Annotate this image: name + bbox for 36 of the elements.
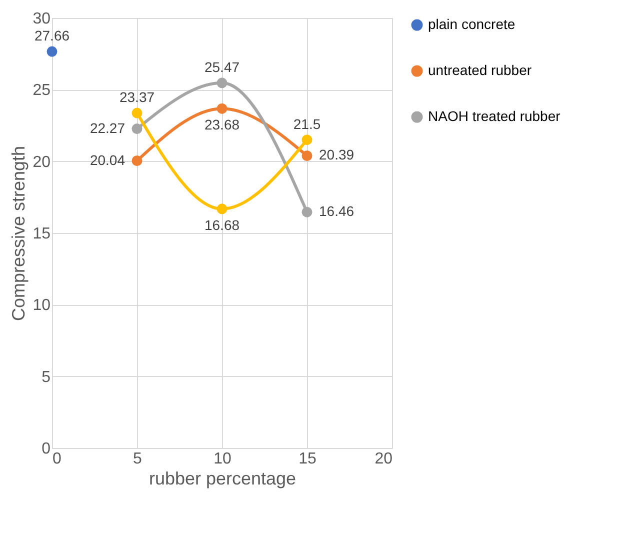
data-label: 23.37 (119, 89, 155, 106)
data-label: 25.47 (204, 58, 240, 75)
data-label: 16.46 (319, 203, 354, 220)
data-label: 27.66 (34, 28, 70, 44)
point (216, 204, 228, 214)
data-label: 16.68 (204, 216, 240, 233)
legend-label: NAOH treated rubber (428, 108, 561, 124)
legend-label: untreated rubber (428, 62, 532, 78)
y-tick-label: 15 (32, 226, 51, 242)
point (302, 150, 312, 161)
point (216, 78, 228, 88)
y-tick-label: 5 (42, 368, 51, 386)
point (302, 134, 312, 146)
point (302, 206, 312, 218)
data-label: 21.5 (293, 116, 321, 132)
y-axis-title: Compressive strength (8, 146, 29, 322)
x-tick-label: 20 (374, 450, 393, 468)
y-tick-label: 20 (32, 154, 51, 171)
data-label: 20.04 (90, 152, 126, 168)
data-label: 20.39 (319, 146, 354, 163)
y-tick-label: 25 (32, 82, 51, 100)
x-axis-title: rubber percentage (148, 468, 296, 488)
legend-label: plain concrete (428, 16, 516, 32)
data-label: 22.27 (90, 120, 126, 136)
x-tick-label: 10 (214, 450, 232, 468)
y-tick-label: 10 (32, 297, 51, 314)
point (132, 108, 142, 118)
x-tick-label: 0 (52, 450, 62, 468)
y-tick-label: 30 (32, 10, 51, 28)
point (132, 156, 142, 166)
point (46, 46, 58, 57)
x-tick-label: 5 (133, 450, 142, 468)
data-label: 23.68 (204, 116, 240, 133)
point (132, 124, 142, 134)
point (216, 103, 228, 114)
x-tick-label: 15 (298, 450, 316, 468)
